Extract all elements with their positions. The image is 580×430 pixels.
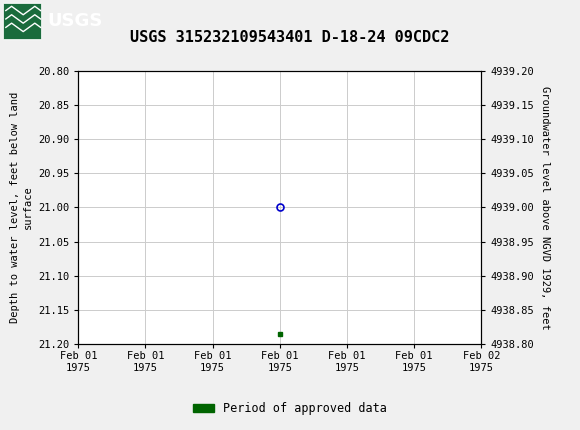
Bar bbox=[3, 3, 41, 39]
Y-axis label: Groundwater level above NGVD 1929, feet: Groundwater level above NGVD 1929, feet bbox=[540, 86, 550, 329]
Legend: Period of approved data: Period of approved data bbox=[188, 397, 392, 420]
Y-axis label: Depth to water level, feet below land
surface: Depth to water level, feet below land su… bbox=[10, 92, 32, 323]
Text: USGS 315232109543401 D-18-24 09CDC2: USGS 315232109543401 D-18-24 09CDC2 bbox=[130, 30, 450, 45]
Text: USGS: USGS bbox=[48, 12, 103, 30]
Bar bbox=[3, 3, 41, 39]
